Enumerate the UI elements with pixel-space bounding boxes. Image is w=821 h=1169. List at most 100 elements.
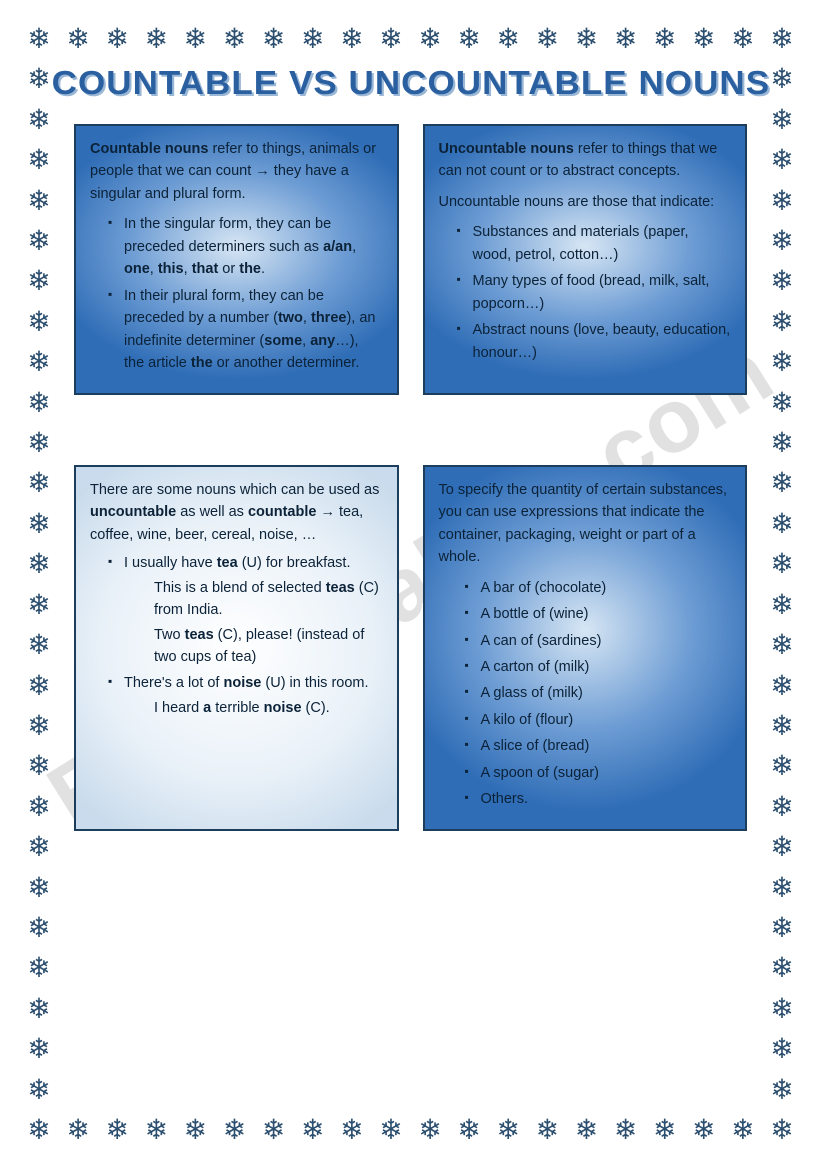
box1-term: Countable nouns <box>90 141 208 157</box>
box2-term: Uncountable nouns <box>439 141 574 157</box>
snowflake-icon: ❄ <box>24 105 54 135</box>
snowflake-icon: ❄ <box>337 24 367 54</box>
box3-sub-3: I heard a terrible noise (C). <box>154 697 383 719</box>
snowflake-icon: ❄ <box>24 145 54 175</box>
snowflake-icon: ❄ <box>767 266 797 296</box>
box-countable: Countable nouns refer to things, animals… <box>74 124 399 395</box>
snowflake-icon: ❄ <box>180 24 210 54</box>
snowflake-icon: ❄ <box>650 1115 680 1145</box>
snowflake-icon: ❄ <box>376 24 406 54</box>
snowflake-icon: ❄ <box>24 509 54 539</box>
snowflake-icon: ❄ <box>102 24 132 54</box>
box1-intro: Countable nouns refer to things, animals… <box>90 138 383 205</box>
snowflake-icon: ❄ <box>767 873 797 903</box>
box3-sub-2: Two teas (C), please! (instead of two cu… <box>154 624 383 669</box>
snowflake-icon: ❄ <box>728 24 758 54</box>
snowflake-icon: ❄ <box>24 307 54 337</box>
snowflake-icon: ❄ <box>141 1115 171 1145</box>
list-item: A glass of (milk) <box>469 682 732 704</box>
snowflake-icon: ❄ <box>24 226 54 256</box>
snowflake-icon: ❄ <box>767 347 797 377</box>
box-both: There are some nouns which can be used a… <box>74 465 399 831</box>
snowflake-icon: ❄ <box>24 751 54 781</box>
row-1: Countable nouns refer to things, animals… <box>74 124 747 395</box>
snowflake-icon: ❄ <box>376 1115 406 1145</box>
snowflake-icon: ❄ <box>767 792 797 822</box>
snowflake-icon: ❄ <box>571 24 601 54</box>
list-item: In the singular form, they can be preced… <box>112 213 383 280</box>
snowflake-icon: ❄ <box>24 711 54 741</box>
snowflake-icon: ❄ <box>259 24 289 54</box>
snowflake-icon: ❄ <box>767 832 797 862</box>
snowflake-icon: ❄ <box>24 994 54 1024</box>
row-2: There are some nouns which can be used a… <box>74 465 747 831</box>
list-item: A slice of (bread) <box>469 735 732 757</box>
snowflake-icon: ❄ <box>102 1115 132 1145</box>
list-item: A can of (sardines) <box>469 630 732 652</box>
snowflake-icon: ❄ <box>571 1115 601 1145</box>
snowflake-icon: ❄ <box>767 509 797 539</box>
box3-item-2: There's a lot of noise (U) in this room.… <box>112 672 383 719</box>
snowflake-icon: ❄ <box>454 1115 484 1145</box>
snowflake-icon: ❄ <box>141 24 171 54</box>
snowflake-icon: ❄ <box>24 428 54 458</box>
snowflake-icon: ❄ <box>24 1034 54 1064</box>
snowflake-icon: ❄ <box>24 347 54 377</box>
snowflake-icon: ❄ <box>767 428 797 458</box>
snowflake-icon: ❄ <box>24 1115 54 1145</box>
snowflake-icon: ❄ <box>767 994 797 1024</box>
box3-sub-1: This is a blend of selected teas (C) fro… <box>154 577 383 622</box>
snowflake-icon: ❄ <box>767 1115 797 1145</box>
snowflake-icon: ❄ <box>767 751 797 781</box>
list-item: Abstract nouns (love, beauty, education,… <box>461 319 732 364</box>
snowflake-icon: ❄ <box>220 24 250 54</box>
snowflake-icon: ❄ <box>24 388 54 418</box>
snowflake-icon: ❄ <box>63 24 93 54</box>
snowflake-icon: ❄ <box>24 24 54 54</box>
snowflake-icon: ❄ <box>728 1115 758 1145</box>
snowflake-icon: ❄ <box>532 1115 562 1145</box>
list-item: Many types of food (bread, milk, salt, p… <box>461 270 732 315</box>
box-uncountable: Uncountable nouns refer to things that w… <box>423 124 748 395</box>
snowflake-icon: ❄ <box>24 792 54 822</box>
snowflake-icon: ❄ <box>454 24 484 54</box>
box2-line2: Uncountable nouns are those that indicat… <box>439 191 732 213</box>
snowflake-icon: ❄ <box>24 913 54 943</box>
snowflake-icon: ❄ <box>611 1115 641 1145</box>
snowflake-icon: ❄ <box>689 1115 719 1145</box>
snowflake-icon: ❄ <box>259 1115 289 1145</box>
snowflake-icon: ❄ <box>415 1115 445 1145</box>
list-item: A kilo of (flour) <box>469 709 732 731</box>
page-title: COUNTABLE VS UNCOUNTABLE NOUNS <box>51 64 769 102</box>
list-item: A carton of (milk) <box>469 656 732 678</box>
list-item: A bar of (chocolate) <box>469 577 732 599</box>
snowflake-icon: ❄ <box>24 549 54 579</box>
snowflake-icon: ❄ <box>767 307 797 337</box>
snowflake-icon: ❄ <box>767 388 797 418</box>
list-item: A spoon of (sugar) <box>469 762 732 784</box>
list-item: Others. <box>469 788 732 810</box>
box4-bullets: A bar of (chocolate)A bottle of (wine)A … <box>439 577 732 811</box>
content-area: Countable nouns refer to things, animals… <box>74 124 747 831</box>
snowflake-icon: ❄ <box>24 873 54 903</box>
snowflake-icon: ❄ <box>298 1115 328 1145</box>
snowflake-icon: ❄ <box>24 590 54 620</box>
snowflake-icon: ❄ <box>767 549 797 579</box>
snowflake-icon: ❄ <box>767 1075 797 1105</box>
snowflake-icon: ❄ <box>415 24 445 54</box>
snowflake-icon: ❄ <box>767 590 797 620</box>
box2-intro: Uncountable nouns refer to things that w… <box>439 138 732 183</box>
list-item: Substances and materials (paper, wood, p… <box>461 221 732 266</box>
snowflake-icon: ❄ <box>24 671 54 701</box>
snowflake-icon: ❄ <box>493 24 523 54</box>
box4-intro: To specify the quantity of certain subst… <box>439 479 732 569</box>
snowflake-icon: ❄ <box>24 468 54 498</box>
box3-intro: There are some nouns which can be used a… <box>90 479 383 546</box>
box3-list: I usually have tea (U) for breakfast. Th… <box>90 552 383 719</box>
snowflake-icon: ❄ <box>767 630 797 660</box>
snowflake-icon: ❄ <box>767 24 797 54</box>
snowflake-icon: ❄ <box>689 24 719 54</box>
box-quantity: To specify the quantity of certain subst… <box>423 465 748 831</box>
snowflake-icon: ❄ <box>611 24 641 54</box>
snowflake-icon: ❄ <box>24 953 54 983</box>
